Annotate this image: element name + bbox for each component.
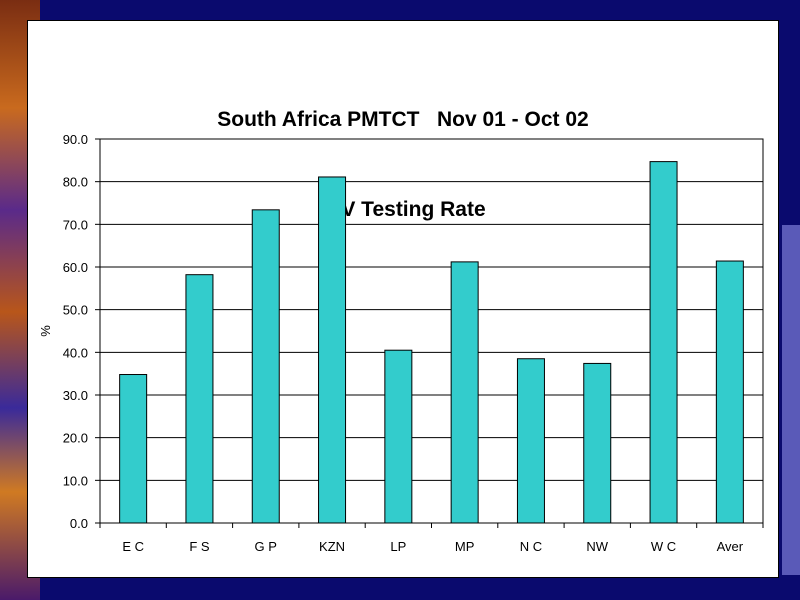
y-tick-label: 50.0 [63, 303, 88, 318]
x-tick-label: LP [390, 539, 406, 554]
y-tick-label: 70.0 [63, 217, 88, 232]
x-tick-label: G P [255, 539, 277, 554]
x-tick-label: N C [520, 539, 542, 554]
y-tick-label: 0.0 [70, 516, 88, 531]
bar-lp [384, 349, 413, 524]
bar-kzn [318, 176, 347, 524]
y-tick-label: 80.0 [63, 175, 88, 190]
y-tick-label: 20.0 [63, 431, 88, 446]
x-tick-label: W C [651, 539, 676, 554]
x-tick-label: Aver [717, 539, 744, 554]
y-tick-label: 40.0 [63, 345, 88, 360]
bar-w-c [649, 161, 678, 524]
bar-e-c [119, 374, 148, 524]
bar-chart: 0.0 10.0 20.0 30.0 40.0 50.0 60.0 70.0 80.0 90.0%… [38, 132, 764, 554]
x-tick-label: F S [189, 539, 210, 554]
chart-panel: South Africa PMTCT Nov 01 - Oct 02 HIV T… [27, 20, 779, 578]
bar-aver [715, 260, 744, 524]
y-tick-label: 10.0 [63, 473, 88, 488]
bar-g-p [251, 209, 280, 524]
x-tick-label: KZN [319, 539, 345, 554]
x-tick-label: E C [122, 539, 144, 554]
y-tick-label: 60.0 [63, 260, 88, 275]
y-axis-label: % [38, 325, 53, 337]
bar-nw [583, 362, 612, 524]
chart-title-block: South Africa PMTCT Nov 01 - Oct 02 HIV T… [28, 45, 778, 285]
bar-mp [450, 261, 479, 524]
background-decoration-right [782, 225, 800, 575]
x-tick-label: NW [586, 539, 608, 554]
y-tick-label: 90.0 [63, 132, 88, 147]
bar-f-s [185, 274, 214, 524]
bar-n-c [516, 358, 545, 524]
chart-title: South Africa PMTCT Nov 01 - Oct 02 [217, 108, 589, 131]
y-tick-label: 30.0 [63, 388, 88, 403]
x-tick-label: MP [455, 539, 475, 554]
